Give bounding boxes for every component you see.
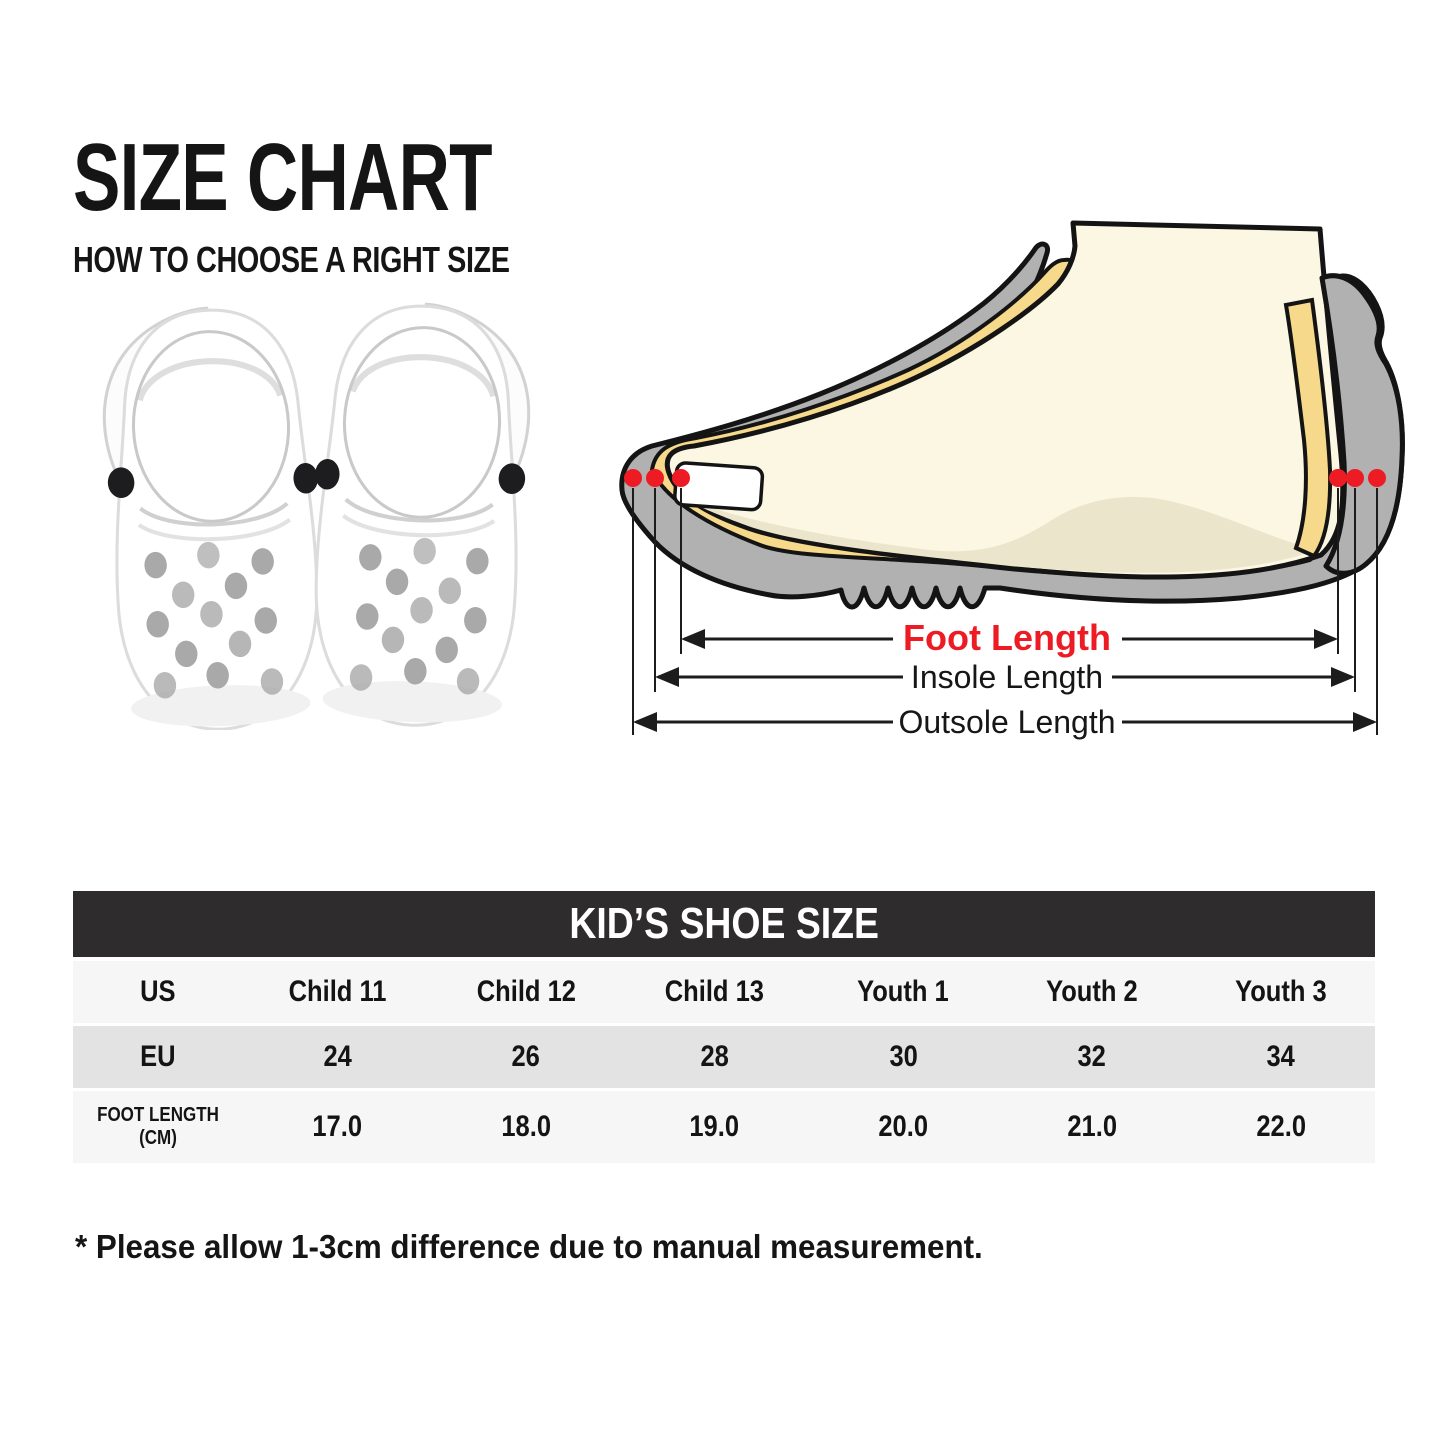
outsole-length-label: Outsole Length xyxy=(898,704,1115,740)
foot-measurement-illustration: Foot Length Insole Length Outsole Length xyxy=(619,220,1405,740)
clogs-illustration xyxy=(80,290,560,730)
measurement-note: * Please allow 1-3cm difference due to m… xyxy=(75,1228,983,1265)
table-cell: 19.0 xyxy=(689,1110,740,1143)
table-cell: 21.0 xyxy=(1067,1110,1117,1143)
table-cell: 18.0 xyxy=(501,1110,551,1143)
row-label: US xyxy=(140,975,176,1008)
row-label: EU xyxy=(140,1040,176,1073)
size-table-body: US Child 11 Child 12 Child 13 Youth 1 Youth 2… xyxy=(73,961,1375,1166)
table-row: FOOT LENGTH (CM) 17.0 18.0 19.0 20.0 21.0 22.0 xyxy=(73,1091,1375,1166)
measurement-dots xyxy=(624,469,1386,487)
left-clog xyxy=(101,305,327,730)
table-cell: 17.0 xyxy=(312,1110,363,1143)
table-cell: 26 xyxy=(511,1040,541,1073)
table-cell: 34 xyxy=(1266,1040,1295,1073)
foot-shading xyxy=(690,496,1316,573)
table-cell: Child 12 xyxy=(476,975,576,1008)
table-cell: Youth 3 xyxy=(1234,975,1327,1008)
title-block: SIZE CHART HOW TO CHOOSE A RIGHT SIZE xyxy=(73,124,633,281)
table-cell: 28 xyxy=(700,1040,729,1073)
outsole-length-arrow xyxy=(633,712,1377,732)
size-table-title: KID’S SHOE SIZE xyxy=(569,899,879,948)
foot-length-label: Foot Length xyxy=(903,617,1111,658)
measurement-guide-lines xyxy=(632,488,1378,735)
table-row: EU 24 26 28 30 32 34 xyxy=(73,1026,1375,1091)
heel-collar-shape xyxy=(1319,273,1405,576)
table-cell: 24 xyxy=(323,1040,352,1073)
size-table: KID’S SHOE SIZE US Child 11 Child 12 Child … xyxy=(73,891,1375,1166)
insole-length-label: Insole Length xyxy=(911,659,1103,695)
size-table-header: KID’S SHOE SIZE xyxy=(73,891,1375,961)
table-cell: 22.0 xyxy=(1255,1110,1306,1143)
row-label: FOOT LENGTH (CM) xyxy=(97,1104,219,1149)
table-row: US Child 11 Child 12 Child 13 Youth 1 Youth 2… xyxy=(73,961,1375,1026)
table-cell: Youth 1 xyxy=(857,975,950,1008)
heel-lining-shape xyxy=(1283,297,1333,559)
table-cell: Youth 2 xyxy=(1046,975,1138,1008)
table-cell: Child 13 xyxy=(665,975,765,1008)
table-cell: 30 xyxy=(889,1040,918,1073)
foot-length-arrow xyxy=(681,629,1338,649)
toenail-shape xyxy=(673,461,765,512)
right-clog xyxy=(306,301,532,729)
table-cell: Child 11 xyxy=(288,975,387,1008)
table-cell: 20.0 xyxy=(878,1110,929,1143)
table-cell: 32 xyxy=(1077,1040,1107,1073)
page-subtitle: HOW TO CHOOSE A RIGHT SIZE xyxy=(73,239,510,281)
page-title: SIZE CHART xyxy=(73,124,493,231)
insole-length-arrow xyxy=(655,667,1355,687)
